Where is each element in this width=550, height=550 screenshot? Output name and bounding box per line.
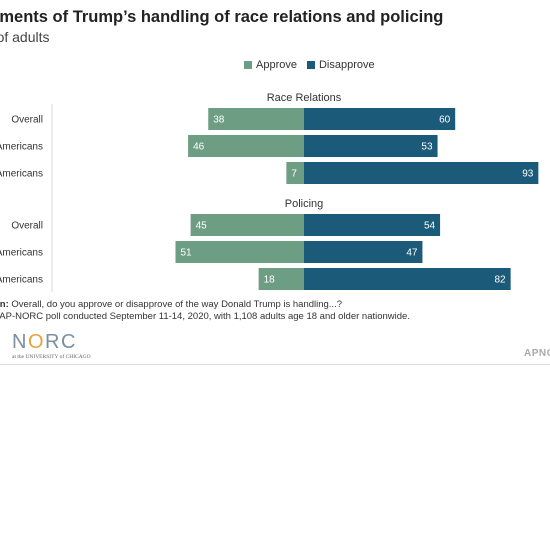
source-note: : AP-NORC poll conducted September 11-14…	[0, 311, 410, 323]
legend-label-disapprove: Disapprove	[318, 59, 375, 71]
bar-approve	[175, 241, 304, 263]
data-label-disapprove: 93	[522, 169, 534, 180]
chart-subtitle: nt of adults	[0, 29, 50, 45]
question-label: on:	[0, 299, 9, 310]
category-label: Americans	[0, 248, 43, 259]
data-label-approve: 38	[213, 115, 225, 126]
data-label-approve: 51	[180, 248, 192, 259]
category-label: Overall	[11, 115, 43, 126]
data-label-disapprove: 60	[439, 115, 451, 126]
brand-text: APNO	[524, 348, 550, 359]
data-label-disapprove: 54	[424, 221, 436, 232]
bar-approve	[188, 135, 304, 157]
bar-disapprove	[304, 135, 438, 157]
norc-logo-mark: NORC	[12, 332, 91, 352]
category-label: Americans	[0, 275, 43, 286]
panel-title: Policing	[285, 198, 324, 210]
data-label-approve: 46	[193, 142, 205, 153]
norc-logo-subtext: at the UNIVERSITY of CHICAGO	[12, 354, 91, 360]
chart-title: ssments of Trump’s handling of race rela…	[0, 8, 444, 26]
question-text: Overall, do you approve or disapprove of…	[8, 299, 342, 310]
legend-item-approve: Approve	[244, 59, 297, 71]
question-note: on: Overall, do you approve or disapprov…	[0, 299, 410, 311]
data-label-approve: 45	[196, 221, 208, 232]
legend-label-approve: Approve	[256, 59, 297, 71]
category-label: Americans	[0, 169, 43, 180]
footnotes: on: Overall, do you approve or disapprov…	[0, 299, 410, 323]
data-label-disapprove: 53	[421, 142, 433, 153]
data-label-approve: 18	[264, 275, 276, 286]
legend-swatch-approve	[244, 61, 252, 69]
logo-letters-start: N	[12, 331, 28, 353]
bar-disapprove	[304, 268, 511, 290]
logo-letters-end: RC	[45, 331, 77, 353]
bar-disapprove	[304, 108, 456, 130]
bar-approve	[208, 108, 304, 130]
bar-disapprove	[304, 241, 423, 263]
legend: Approve Disapprove	[244, 59, 385, 71]
footer-divider	[0, 364, 550, 365]
category-label: Americans	[0, 142, 43, 153]
bar-chart: Race Relations Overall 38 60 Americans 46 53 Am…	[0, 92, 539, 292]
data-label-disapprove: 47	[406, 248, 418, 259]
category-label: Overall	[11, 221, 43, 232]
bar-approve	[286, 162, 304, 184]
data-label-disapprove: 82	[495, 275, 507, 286]
bar-disapprove	[304, 214, 441, 236]
bar-approve	[258, 268, 304, 290]
bar-approve	[190, 214, 304, 236]
bar-disapprove	[304, 162, 539, 184]
panel-title: Race Relations	[267, 92, 342, 104]
data-label-approve: 7	[291, 169, 297, 180]
legend-swatch-disapprove	[306, 61, 315, 69]
logo-letter-accent: O	[27, 331, 46, 353]
legend-item-disapprove: Disapprove	[306, 59, 375, 71]
source-text: AP-NORC poll conducted September 11-14, …	[0, 311, 410, 322]
norc-logo: NORC at the UNIVERSITY of CHICAGO	[12, 332, 91, 360]
